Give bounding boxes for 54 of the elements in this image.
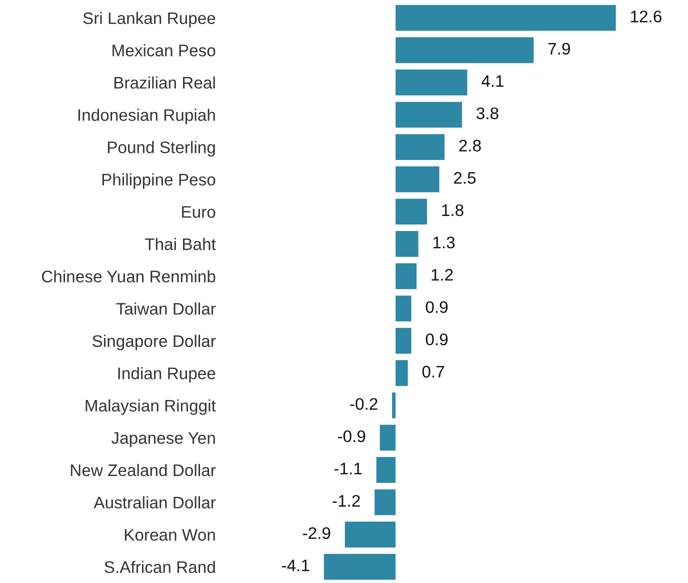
y-tick-label: Euro [182,206,216,218]
data-label: 1.8 [442,204,464,216]
data-label: -1.2 [332,494,360,507]
y-tick-label: Pound Sterling [108,141,215,157]
data-label: 0.7 [422,366,444,378]
bar [374,489,396,516]
y-tick-label: Korean Won [124,529,215,541]
bar [376,457,396,483]
data-label: 2.5 [454,172,476,184]
bar [396,263,417,290]
y-tick-label: Brazilian Real [114,76,215,89]
data-label: -0.9 [338,430,366,442]
data-label: 1.2 [432,268,453,281]
bar [396,134,445,160]
data-label: -1.1 [334,462,362,474]
data-label: 0.9 [426,333,448,346]
y-tick-label: Mexican Peso [112,44,216,56]
y-tick-label: Malaysian Ringgit [86,399,216,415]
y-tick-label: S.African Rand [104,560,215,574]
y-tick-label: Singapore Dollar [92,334,216,350]
bar [324,554,396,580]
y-tick-label: Chinese Yuan Renminb [42,270,216,282]
bar [396,102,462,128]
y-tick-label: Sri Lankan Rupee [83,12,216,28]
bar [396,328,412,354]
y-tick-label: New Zealand Dollar [70,464,216,476]
data-label: -0.2 [350,398,378,410]
data-label: 3.8 [476,107,498,120]
data-label: 12.6 [631,10,662,22]
bar [392,392,396,418]
bar [396,360,408,386]
y-tick-label: Japanese Yen [111,432,215,448]
y-tick-label: Taiwan Dollar [116,302,216,315]
y-tick-label: Indian Rupee [118,367,216,383]
y-tick-label: Indonesian Rupiah [78,108,215,124]
bar [344,522,396,548]
bar [396,166,440,192]
data-label: 2.8 [459,140,481,152]
y-tick-label: Thai Baht [144,238,216,250]
data-label: -2.9 [303,527,330,540]
bar [396,4,616,31]
bar [380,424,396,451]
bar [396,231,418,257]
data-label: 0.9 [426,301,448,313]
bar [396,296,412,322]
data-label: 1.3 [433,236,455,248]
bar [396,70,468,96]
bar [396,198,428,225]
data-label: 4.1 [482,75,504,87]
data-label: 7.9 [548,42,570,55]
y-tick-label: Philippine Peso [102,173,216,189]
bar [396,37,534,64]
y-tick-label: Australian Dollar [94,496,216,508]
data-label: -4.1 [282,560,310,572]
